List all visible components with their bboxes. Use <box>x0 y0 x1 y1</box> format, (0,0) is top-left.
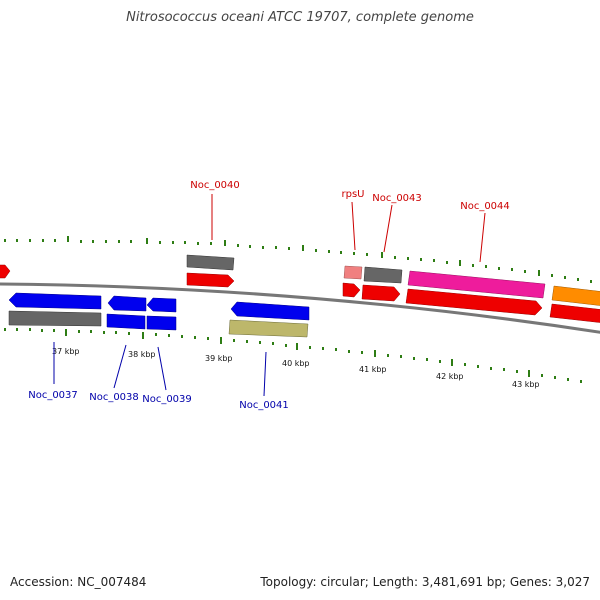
forward-features <box>0 254 600 323</box>
scale-label-38kbp: 38 kbp <box>128 350 156 359</box>
genome-backbone <box>0 282 600 334</box>
cds-noc-0039[interactable] <box>146 297 177 313</box>
label-noc-0041: Noc_0041 <box>239 400 289 411</box>
cds-noc-0037[interactable] <box>8 292 102 310</box>
upper-scale-ticks <box>4 236 592 283</box>
scale-label-43kbp: 43 kbp <box>512 380 540 389</box>
gene-noc-0039[interactable] <box>146 315 177 331</box>
scale-label-37kbp: 37 kbp <box>52 347 80 356</box>
gene-noc-0043[interactable] <box>363 266 403 284</box>
scale-label-42kbp: 42 kbp <box>436 372 464 381</box>
cds-rpsu[interactable] <box>342 282 361 298</box>
reverse-features <box>8 292 310 338</box>
pseudo-noc-0041[interactable] <box>228 319 309 338</box>
gene-noc-0037[interactable] <box>8 310 102 327</box>
gene-rpsu[interactable] <box>343 265 363 280</box>
map-title: Nitrosococcus oceani ATCC 19707, complet… <box>126 10 474 25</box>
accession-text: Accession: NC_007484 <box>10 575 147 589</box>
label-noc-0044: Noc_0044 <box>460 201 510 212</box>
label-noc-0039: Noc_0039 <box>142 394 192 405</box>
label-leaders <box>53 194 486 397</box>
cds-noc-0041[interactable] <box>230 301 310 321</box>
gene-orange-right[interactable] <box>551 285 600 306</box>
gene-noc-0040[interactable] <box>186 254 235 271</box>
gene-noc-0038[interactable] <box>106 313 146 330</box>
cds-noc-0040[interactable] <box>186 272 235 288</box>
scale-label-41kbp: 41 kbp <box>359 365 387 374</box>
cds-right[interactable] <box>549 303 600 323</box>
gene-fragment-left[interactable] <box>0 264 11 279</box>
label-noc-0038: Noc_0038 <box>89 392 139 403</box>
scale-label-40kbp: 40 kbp <box>282 359 310 368</box>
cds-noc-0038[interactable] <box>107 295 147 312</box>
cds-noc-0044[interactable] <box>405 288 543 316</box>
label-noc-0040: Noc_0040 <box>190 180 240 191</box>
scale-label-39kbp: 39 kbp <box>205 354 233 363</box>
label-noc-0037: Noc_0037 <box>28 390 78 401</box>
cds-noc-0043[interactable] <box>361 284 401 302</box>
genome-summary-text: Topology: circular; Length: 3,481,691 bp… <box>260 575 590 589</box>
rna-noc-0044[interactable] <box>407 270 546 299</box>
lower-scale-ticks <box>4 328 582 383</box>
label-noc-0043: Noc_0043 <box>372 193 422 204</box>
label-rpsu: rpsU <box>342 189 365 200</box>
